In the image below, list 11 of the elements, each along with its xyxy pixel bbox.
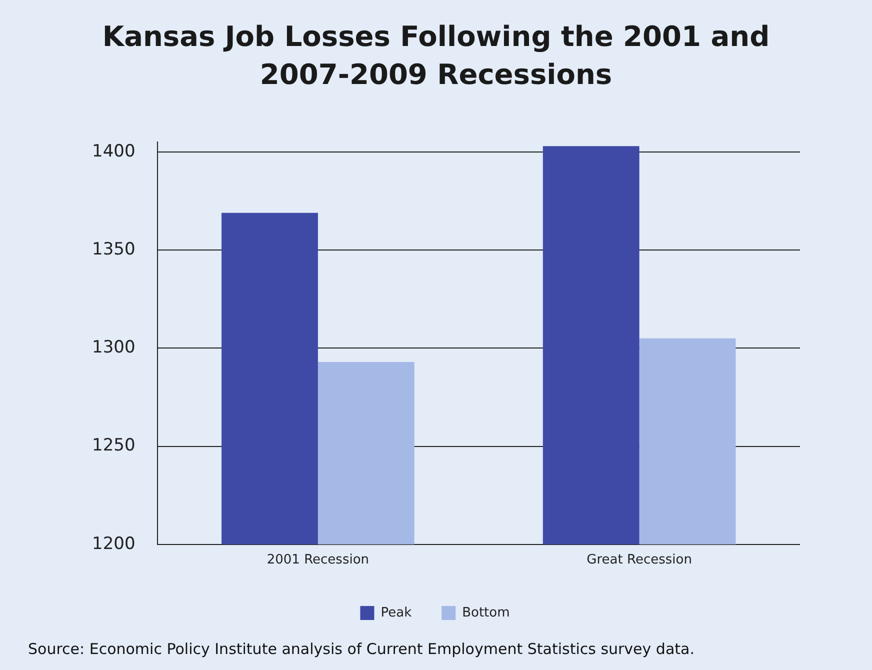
y-tick-label: 1200 bbox=[92, 534, 136, 554]
y-tick-label: 1250 bbox=[92, 436, 136, 456]
y-tick-label: 1300 bbox=[92, 338, 136, 358]
x-tick-label: 2001 Recession bbox=[266, 552, 370, 568]
y-tick-label: 1400 bbox=[92, 141, 136, 162]
chart-title: Kansas Job Losses Following the 2001 and 2007-2009 Recessions bbox=[101, 19, 771, 93]
legend-label: Peak bbox=[380, 605, 412, 620]
y-tick-label: 1350 bbox=[92, 240, 136, 260]
x-tick-label: Great Recession bbox=[586, 552, 692, 568]
source-note: Source: Economic Policy Institute analysis of Current Employment Statistics survey data. bbox=[28, 640, 694, 658]
legend-label: Bottom bbox=[462, 605, 510, 620]
